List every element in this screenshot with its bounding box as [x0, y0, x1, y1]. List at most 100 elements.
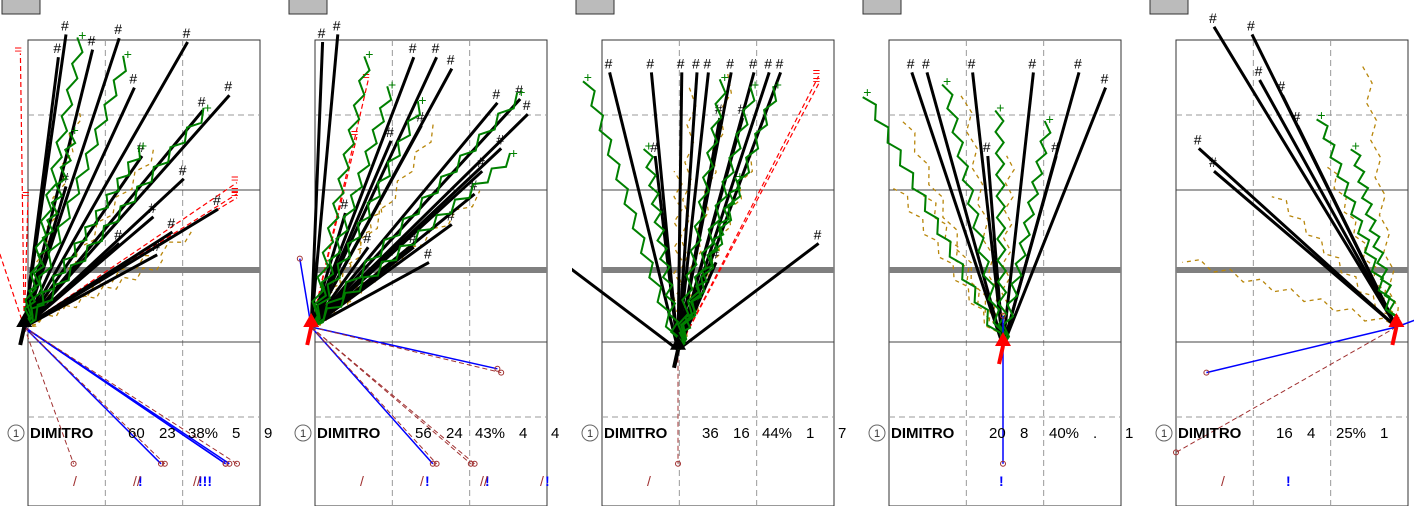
assist-trace: [994, 109, 1008, 347]
player-number-badge: [1155, 424, 1173, 442]
shot-line: [310, 261, 430, 329]
assist-trace: [310, 100, 422, 328]
shooter-marker-tail: [1390, 326, 1399, 346]
made-mark: #: [492, 86, 500, 102]
red-equals-mark: =: [351, 125, 359, 140]
end-circle: [471, 460, 478, 467]
player-stat: 4: [1307, 425, 1315, 442]
made-mark: #: [198, 93, 206, 109]
shot-line: [1001, 87, 1107, 347]
shot-line: [1001, 72, 1035, 347]
player-stat: 16: [733, 425, 750, 442]
red-lower-line: [1175, 326, 1397, 453]
player-stat: 4: [519, 425, 527, 442]
made-mark: #: [496, 131, 504, 147]
miss-trace: [310, 199, 383, 328]
assist-trace: [642, 148, 682, 351]
shot-line: [309, 34, 340, 328]
miss-trace: [900, 119, 1004, 347]
made-mark: #: [692, 55, 700, 71]
player-number: 1: [587, 428, 593, 440]
assist-trace: [310, 86, 393, 328]
player-stat: 36: [702, 425, 719, 442]
shot-line: [677, 242, 820, 351]
assist-trace: [23, 55, 127, 328]
shooter-marker: [1388, 313, 1405, 327]
made-mark: #: [88, 33, 96, 49]
shot-line: [1213, 170, 1398, 329]
assist-mark: +: [365, 46, 373, 62]
panel-marks: # # # # # # # # + + + +: [862, 55, 1109, 467]
player-number: 1: [874, 428, 880, 440]
made-mark: #: [167, 215, 175, 231]
panel-tab: [575, 0, 615, 15]
panel-marks: ======################+++++: [0, 17, 240, 467]
assist-mark: +: [124, 46, 132, 62]
miss-trace: [1271, 196, 1397, 328]
player-stat: 8: [1020, 425, 1028, 442]
made-mark: #: [711, 245, 719, 261]
assist-mark: +: [736, 168, 744, 184]
player-stat: 1: [1380, 425, 1388, 442]
made-mark: #: [1209, 10, 1217, 26]
red-mark: /: [1221, 473, 1225, 489]
panel-tab: [1, 0, 41, 15]
player-stat: 44%: [762, 425, 792, 442]
blue-mark: !: [999, 473, 1004, 489]
red-mark: //: [193, 473, 201, 489]
made-mark: #: [1074, 55, 1082, 71]
shot-line: [676, 72, 684, 350]
red-mark: /: [73, 473, 77, 489]
player-number: 1: [13, 428, 19, 440]
red-lower-line: [311, 326, 502, 374]
shot-line: [23, 94, 231, 328]
player-number-badge: [581, 424, 599, 442]
made-mark: #: [386, 124, 394, 140]
made-mark: #: [738, 101, 746, 117]
blue-line: [23, 326, 230, 465]
made-mark: #: [363, 230, 371, 246]
shot-line: [1258, 79, 1398, 328]
shot-line: [23, 242, 121, 329]
shot-line: [1212, 26, 1398, 328]
blue-line: [310, 326, 434, 465]
shooter-marker-tail: [18, 326, 27, 346]
made-mark: #: [416, 109, 424, 125]
assist-trace: [23, 37, 84, 328]
player-number: 1: [300, 428, 306, 440]
made-mark: #: [650, 139, 658, 155]
red-equals-mark: =: [231, 171, 239, 186]
player-number-badge: [868, 424, 886, 442]
made-mark: #: [148, 200, 156, 216]
shot-line: [608, 72, 680, 351]
assist-mark: +: [774, 77, 782, 93]
made-mark: #: [318, 25, 326, 41]
made-mark: #: [1255, 63, 1263, 79]
shot-line: [572, 267, 679, 351]
made-mark: #: [1293, 109, 1301, 125]
miss-trace: [24, 228, 194, 328]
player-name: DIMITRO: [30, 425, 94, 442]
assist-mark: +: [510, 145, 518, 161]
made-mark: #: [983, 139, 991, 155]
player-stat: 4: [551, 425, 559, 442]
red-dashed-line: [677, 83, 820, 351]
player-stat: 1: [1125, 425, 1133, 442]
end-circle: [675, 460, 681, 467]
assist-trace: [310, 152, 511, 328]
miss-trace: [1182, 259, 1397, 328]
player-stat: 1: [806, 425, 814, 442]
panel-marks: ==# # # # # # # # ## ### ##+++ + ++: [572, 55, 822, 467]
shot-line: [676, 72, 699, 350]
assist-mark: +: [78, 27, 86, 43]
end-circle: [234, 460, 240, 467]
assist-trace: [1350, 148, 1400, 328]
shot-line: [309, 56, 416, 328]
player-stat: 60: [128, 425, 145, 442]
player-number: 1: [1161, 428, 1167, 440]
shot-line: [22, 57, 60, 328]
made-mark: #: [213, 192, 221, 208]
assist-trace: [23, 131, 77, 328]
made-mark: #: [764, 55, 772, 71]
